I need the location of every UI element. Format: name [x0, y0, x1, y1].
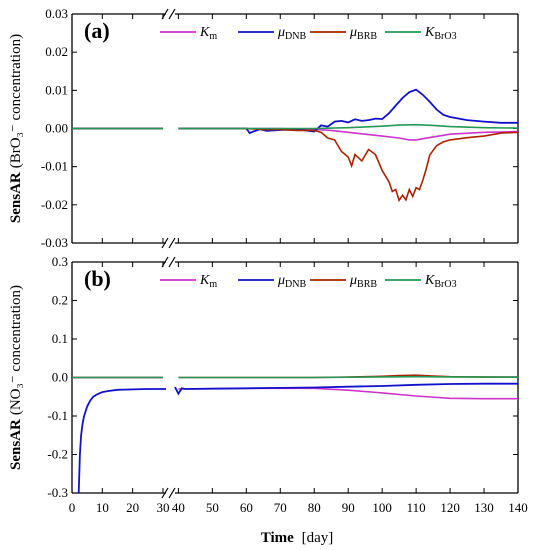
series-line-muBRB	[72, 127, 519, 203]
x-tick-label: 0	[69, 500, 76, 515]
x-axis-title-unit: [day]	[302, 530, 334, 546]
axis-break-mark	[168, 8, 176, 20]
x-tick-label: 130	[474, 500, 494, 515]
x-tick-label: 50	[206, 500, 219, 515]
legend-entry-Km: Km	[199, 25, 217, 42]
y-tick-label: 0.0	[52, 370, 68, 385]
series-line-KBrO3	[72, 123, 519, 130]
y-tick-label: 0.03	[45, 6, 68, 21]
panel-b: 0.3 0.2 0.1 0.0 -0.1 -0.2 -0.3 (b) Km μDNB μBRB KBr…	[8, 254, 519, 500]
y-axis-title: SensAR(BrO₃⁻ concentration)	[8, 34, 24, 223]
x-tick-label: 60	[240, 500, 253, 515]
series-line-KBrO3	[72, 375, 519, 379]
x-tick-label: 40	[172, 500, 185, 515]
y-tick-label: -0.01	[41, 159, 68, 174]
panel-label: (b)	[84, 266, 111, 291]
y-axis-title: SensAR(NO₃⁻ concentration)	[8, 285, 24, 470]
y-tick-label: -0.1	[47, 408, 68, 423]
axis-break-mark	[168, 487, 176, 499]
y-tick-label: 0.3	[52, 254, 68, 269]
axis-break-mark	[161, 487, 169, 499]
y-tick-label: 0.2	[52, 293, 68, 308]
axis-break-mark	[168, 237, 176, 249]
x-tick-label: 100	[372, 500, 392, 515]
x-axis-title-bold: Time	[261, 530, 294, 546]
y-tick-label: 0.00	[45, 121, 68, 136]
legend-entry-muBRB: μBRB	[349, 25, 377, 42]
axis-break-mark	[161, 237, 169, 249]
y-tick-label: -0.03	[41, 235, 68, 250]
x-tick-label: 110	[407, 500, 426, 515]
legend-entry-muDNB: μDNB	[277, 25, 306, 42]
panel-a: 0.03 0.02 0.01 0.00 -0.01 -0.02 -0.03 (a) Km μDNB…	[8, 6, 519, 250]
series-line-muDNB	[77, 382, 518, 494]
y-tick-label: -0.2	[47, 447, 68, 462]
legend-entry-muBRB: μBRB	[349, 273, 377, 290]
x-tick-label: 70	[274, 500, 287, 515]
x-tick-label: 30	[156, 500, 169, 515]
x-axis: Time [day] 0 10 20 30 40 50 60 70 80 90 100 110 120 1…	[69, 500, 528, 546]
x-tick-label: 10	[96, 500, 109, 515]
legend-entry-KBrO3: KBrO3	[424, 25, 457, 42]
legend-entry-KBrO3: KBrO3	[424, 273, 457, 290]
legend-entry-muDNB: μDNB	[277, 273, 306, 290]
x-tick-label: 90	[342, 500, 355, 515]
chart-panels: 0.03 0.02 0.01 0.00 -0.01 -0.02 -0.03 (a) Km μDNB…	[8, 6, 519, 500]
x-tick-label: 120	[440, 500, 460, 515]
legend-entry-Km: Km	[199, 273, 217, 290]
y-tick-label: -0.3	[47, 485, 68, 500]
axis-break-mark	[168, 256, 176, 268]
y-tick-label: 0.01	[45, 82, 68, 97]
x-tick-label: 20	[126, 500, 139, 515]
y-tick-label: -0.02	[41, 197, 68, 212]
x-axis-title: Time [day]	[261, 530, 333, 546]
y-tick-label: 0.1	[52, 331, 68, 346]
x-tick-label: 140	[508, 500, 528, 515]
x-tick-label: 80	[308, 500, 321, 515]
panel-label: (a)	[84, 18, 110, 43]
y-tick-label: 0.02	[45, 44, 68, 59]
